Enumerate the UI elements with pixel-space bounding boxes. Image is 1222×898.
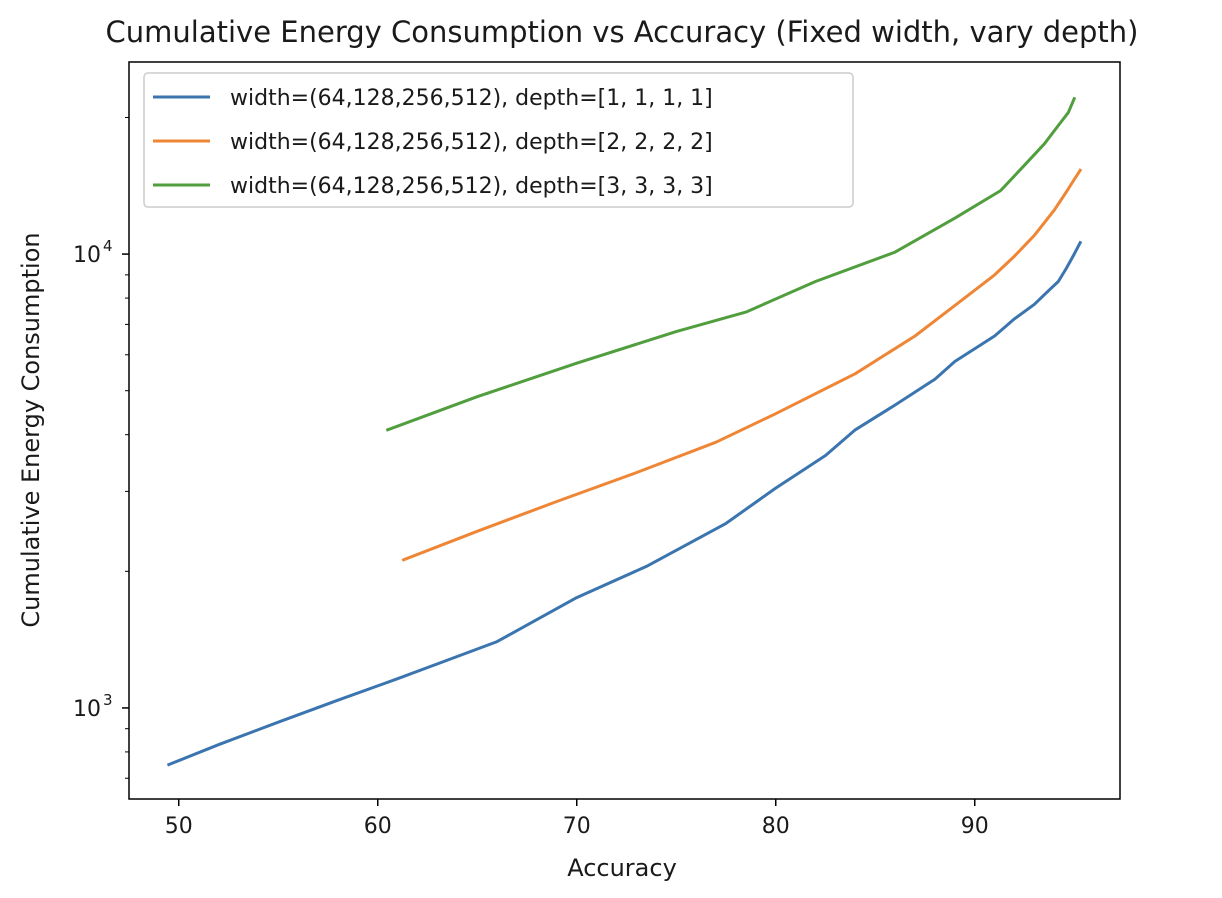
legend-label-1: width=(64,128,256,512), depth=[1, 1, 1, … [230, 86, 713, 111]
legend: width=(64,128,256,512), depth=[1, 1, 1, … [143, 72, 854, 208]
legend-label-3: width=(64,128,256,512), depth=[3, 3, 3, … [230, 174, 713, 199]
x-axis-ticks: 50 60 70 80 90 [165, 799, 989, 839]
x-tick-label: 60 [364, 814, 392, 839]
series-line-1 [166, 240, 1083, 767]
y-tick-label: 10 [73, 243, 101, 268]
series-layer [166, 96, 1083, 767]
y-tick-label: 10 [73, 697, 101, 722]
chart-title: Cumulative Energy Consumption vs Accurac… [106, 15, 1139, 49]
series-line-2 [401, 168, 1083, 562]
x-tick-label: 70 [563, 814, 591, 839]
x-tick-label: 90 [961, 814, 989, 839]
legend-frame [143, 72, 854, 208]
y-axis-label: Cumulative Energy Consumption [17, 232, 45, 627]
y-tick-label-exponent: 3 [103, 691, 113, 709]
x-tick-label: 50 [165, 814, 193, 839]
plot-frame [128, 61, 1121, 800]
y-tick-label-exponent: 4 [103, 237, 113, 255]
x-axis-label: Accuracy [567, 854, 677, 882]
legend-label-2: width=(64,128,256,512), depth=[2, 2, 2, … [230, 130, 713, 155]
x-tick-label: 80 [762, 814, 790, 839]
series-line-3 [385, 96, 1077, 432]
